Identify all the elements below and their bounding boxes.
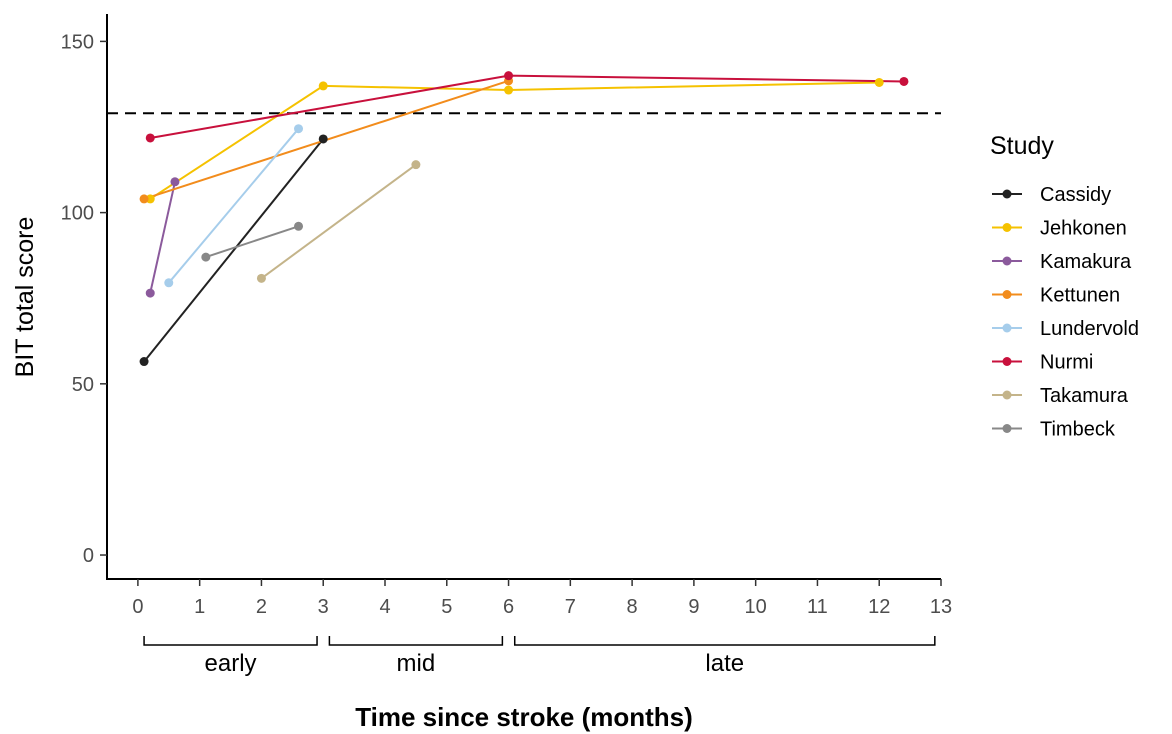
axes: [106, 14, 941, 580]
data-point-jehkonen: [874, 77, 884, 87]
data-point-timbeck: [201, 252, 211, 262]
legend-label: Jehkonen: [1040, 218, 1127, 240]
series-points: [139, 71, 909, 367]
data-point-cassidy: [318, 134, 328, 144]
legend-key-point: [1002, 290, 1012, 299]
series-line-lundervold: [168, 128, 300, 284]
phase-brackets: early mid late: [143, 636, 936, 677]
x-tick-label: 7: [565, 596, 576, 618]
x-tick-label: 9: [688, 596, 699, 618]
series-line-jehkonen: [149, 81, 880, 200]
data-point-takamura: [411, 160, 421, 170]
series-line-kamakura: [149, 181, 176, 294]
x-tick-label: 4: [379, 596, 390, 618]
phase-bracket-late: [513, 636, 936, 646]
x-tick-label: 12: [868, 596, 890, 618]
data-point-nurmi: [145, 133, 155, 143]
legend-label: Takamura: [1040, 385, 1129, 407]
y-tick-label: 50: [72, 374, 94, 396]
legend-key-point: [1002, 357, 1012, 366]
legend-key-point: [1002, 223, 1012, 232]
series-line-takamura: [260, 163, 417, 280]
y-tick-label: 100: [61, 203, 94, 225]
data-point-cassidy: [139, 357, 149, 367]
data-point-kamakura: [170, 177, 180, 187]
y-tick-label: 0: [83, 545, 94, 567]
phase-bracket-early: [143, 636, 318, 646]
data-point-kamakura: [145, 288, 155, 298]
series-lines: [143, 74, 904, 363]
data-point-kettunen: [139, 194, 149, 204]
data-point-nurmi: [504, 71, 514, 81]
legend-item-nurmi: Nurmi: [992, 352, 1093, 374]
data-point-takamura: [256, 273, 266, 283]
x-axis-title: Time since stroke (months): [355, 702, 693, 732]
x-tick-label: 11: [807, 596, 828, 618]
legend-label: Timbeck: [1040, 419, 1116, 441]
legend-item-takamura: Takamura: [992, 385, 1129, 407]
legend-key-point: [1002, 390, 1012, 400]
legend-item-lundervold: Lundervold: [992, 318, 1139, 340]
legend-item-kamakura: Kamakura: [992, 251, 1132, 273]
phase-label-early: early: [205, 650, 257, 677]
data-point-jehkonen: [318, 81, 328, 91]
legend-item-timbeck: Timbeck: [992, 419, 1116, 441]
x-tick-label: 10: [745, 596, 767, 618]
legend-label: Kettunen: [1040, 285, 1120, 307]
data-point-jehkonen: [145, 194, 155, 204]
legend-item-cassidy: Cassidy: [992, 184, 1111, 206]
legend-key-point: [1002, 256, 1012, 266]
y-tick-label: 150: [61, 31, 94, 53]
legend-key-point: [1002, 323, 1012, 333]
x-tick-label: 1: [194, 596, 205, 618]
legend-item-jehkonen: Jehkonen: [992, 218, 1127, 240]
x-tick-label: 5: [441, 596, 452, 618]
legend-item-kettunen: Kettunen: [992, 285, 1120, 307]
legend-label: Cassidy: [1040, 184, 1111, 206]
data-point-nurmi: [899, 76, 909, 86]
x-tick-label: 2: [256, 596, 267, 618]
x-tick-label: 3: [318, 596, 329, 618]
data-point-timbeck: [294, 221, 304, 231]
y-axis-title: BIT total score: [11, 217, 39, 378]
phase-bracket-mid: [328, 636, 504, 646]
legend-title: Study: [990, 132, 1054, 160]
x-tick-label: 0: [132, 596, 143, 618]
phase-label-mid: mid: [397, 650, 436, 677]
legend-label: Lundervold: [1040, 318, 1139, 340]
data-point-lundervold: [164, 278, 174, 288]
x-tick-label: 13: [930, 596, 952, 618]
series-line-cassidy: [143, 138, 324, 363]
legend-label: Kamakura: [1040, 251, 1132, 273]
x-tick-label: 6: [503, 596, 514, 618]
x-tick-label: 8: [627, 596, 638, 618]
series-line-timbeck: [205, 225, 299, 259]
data-point-jehkonen: [504, 85, 514, 95]
legend-label: Nurmi: [1040, 352, 1093, 374]
legend: Study Cassidy Jehkonen Kamakura Kettunen Lun…: [990, 132, 1139, 441]
phase-label-late: late: [705, 650, 744, 677]
legend-key-point: [1002, 189, 1012, 199]
data-point-lundervold: [294, 124, 304, 134]
legend-key-point: [1002, 424, 1012, 433]
